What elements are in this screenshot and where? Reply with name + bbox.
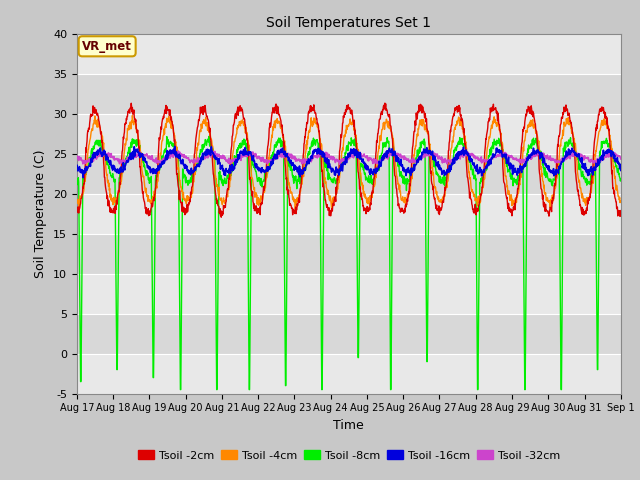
Tsoil -2cm [180, 208, 188, 214]
Tsoil -32cm [617, 156, 625, 162]
Tsoil -4cm [255, 199, 263, 205]
Tsoil -4cm [553, 176, 561, 181]
Tsoil -8cm [73, 178, 81, 183]
Tsoil -2cm [505, 208, 513, 214]
Tsoil -8cm [505, 168, 513, 174]
Tsoil -4cm [505, 188, 513, 194]
Tsoil -4cm [434, 193, 442, 199]
Text: VR_met: VR_met [82, 40, 132, 53]
Tsoil -4cm [291, 206, 299, 212]
Bar [77, 193, 621, 234]
Tsoil -16cm [182, 162, 189, 168]
Bar [77, 34, 621, 73]
Tsoil -16cm [171, 144, 179, 149]
Tsoil -16cm [505, 162, 513, 168]
Tsoil -2cm [617, 208, 625, 214]
Tsoil -32cm [505, 155, 513, 160]
Tsoil -8cm [177, 387, 184, 393]
Tsoil -8cm [195, 156, 202, 162]
Tsoil -32cm [194, 155, 202, 160]
Bar [77, 114, 621, 154]
Tsoil -8cm [255, 177, 263, 183]
Y-axis label: Soil Temperature (C): Soil Temperature (C) [35, 149, 47, 278]
Tsoil -32cm [553, 159, 561, 165]
Bar [77, 313, 621, 354]
Tsoil -32cm [434, 152, 442, 157]
Title: Soil Temperatures Set 1: Soil Temperatures Set 1 [266, 16, 431, 30]
Tsoil -4cm [129, 113, 136, 119]
Tsoil -32cm [73, 153, 81, 159]
Tsoil -8cm [205, 133, 213, 139]
Tsoil -4cm [617, 198, 625, 204]
Line: Tsoil -16cm: Tsoil -16cm [77, 146, 621, 178]
Bar [77, 154, 621, 193]
Tsoil -4cm [195, 140, 202, 146]
Tsoil -8cm [553, 170, 561, 176]
Tsoil -8cm [617, 176, 625, 182]
Line: Tsoil -8cm: Tsoil -8cm [77, 136, 621, 390]
Bar [77, 234, 621, 274]
Tsoil -16cm [79, 175, 87, 180]
Tsoil -2cm [194, 124, 202, 130]
Tsoil -32cm [461, 148, 469, 154]
Line: Tsoil -32cm: Tsoil -32cm [77, 151, 621, 165]
Tsoil -16cm [434, 164, 442, 170]
Tsoil -16cm [617, 168, 625, 173]
Tsoil -16cm [73, 164, 81, 169]
Tsoil -16cm [195, 162, 202, 168]
Tsoil -4cm [181, 195, 189, 201]
Bar [77, 354, 621, 394]
Line: Tsoil -2cm: Tsoil -2cm [77, 103, 621, 217]
Legend: Tsoil -2cm, Tsoil -4cm, Tsoil -8cm, Tsoil -16cm, Tsoil -32cm: Tsoil -2cm, Tsoil -4cm, Tsoil -8cm, Tsoi… [133, 446, 564, 465]
Tsoil -32cm [255, 154, 262, 159]
Tsoil -8cm [434, 171, 442, 177]
Tsoil -32cm [336, 162, 344, 168]
Tsoil -4cm [73, 198, 81, 204]
Tsoil -8cm [181, 172, 189, 178]
Tsoil -16cm [553, 168, 561, 173]
Tsoil -2cm [553, 164, 561, 169]
Tsoil -2cm [255, 210, 263, 216]
Bar [77, 73, 621, 114]
Tsoil -2cm [381, 100, 388, 106]
X-axis label: Time: Time [333, 419, 364, 432]
Bar [77, 274, 621, 313]
Line: Tsoil -4cm: Tsoil -4cm [77, 116, 621, 209]
Tsoil -2cm [218, 215, 225, 220]
Tsoil -2cm [73, 206, 81, 212]
Tsoil -2cm [434, 207, 442, 213]
Tsoil -16cm [255, 166, 263, 171]
Tsoil -32cm [180, 155, 188, 160]
